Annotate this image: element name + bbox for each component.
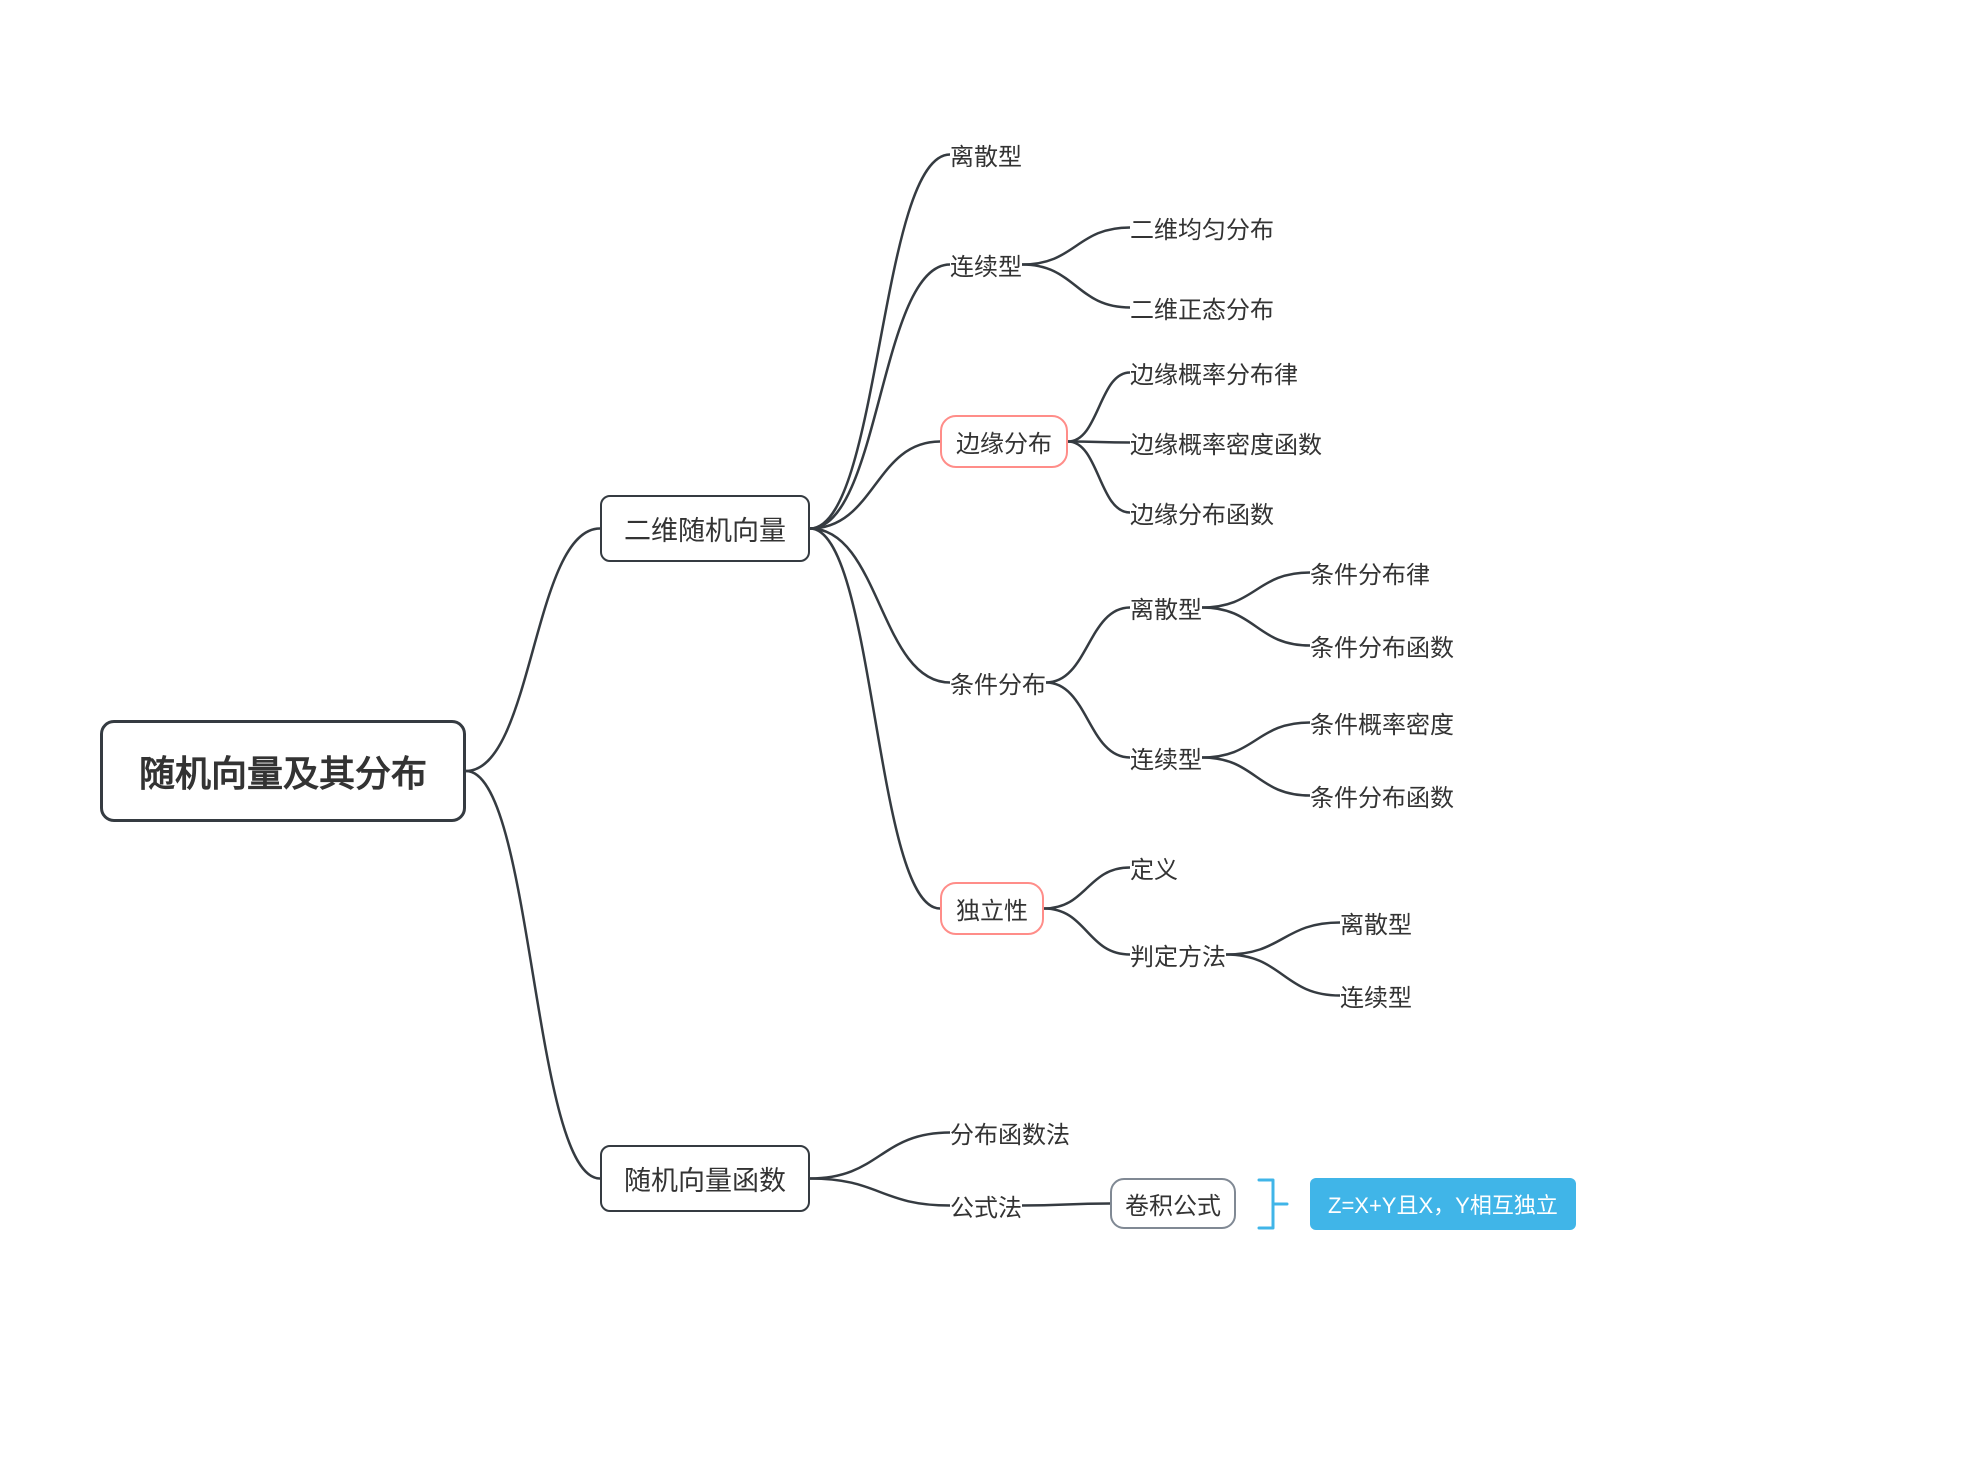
- node-n2: 随机向量函数: [600, 1145, 810, 1212]
- node-n1b: 连续型: [950, 247, 1022, 282]
- node-n1c3: 边缘分布函数: [1130, 495, 1274, 530]
- node-n1: 二维随机向量: [600, 495, 810, 562]
- node-n1e: 独立性: [940, 882, 1044, 935]
- node-n1d2b: 条件分布函数: [1310, 778, 1454, 813]
- node-n1d: 条件分布: [950, 665, 1046, 700]
- node-n2b: 公式法: [950, 1188, 1022, 1223]
- node-n1d1: 离散型: [1130, 590, 1202, 625]
- node-n1d1a: 条件分布律: [1310, 555, 1430, 590]
- node-n1e2a: 离散型: [1340, 905, 1412, 940]
- node-note1: Z=X+Y且X，Y相互独立: [1310, 1178, 1576, 1230]
- node-n1b1: 二维均匀分布: [1130, 210, 1274, 245]
- node-n2b1: 卷积公式: [1110, 1178, 1236, 1229]
- node-n1c: 边缘分布: [940, 415, 1068, 468]
- node-n1e1: 定义: [1130, 850, 1178, 885]
- node-n1c1: 边缘概率分布律: [1130, 355, 1298, 390]
- node-n1e2b: 连续型: [1340, 978, 1412, 1013]
- node-n1a: 离散型: [950, 137, 1022, 172]
- node-n1d2a: 条件概率密度: [1310, 705, 1454, 740]
- node-n1e2: 判定方法: [1130, 937, 1226, 972]
- node-n1b2: 二维正态分布: [1130, 290, 1274, 325]
- node-n1c2: 边缘概率密度函数: [1130, 425, 1322, 460]
- node-root: 随机向量及其分布: [100, 720, 466, 822]
- node-n1d1b: 条件分布函数: [1310, 628, 1454, 663]
- node-n2a: 分布函数法: [950, 1115, 1070, 1150]
- node-n1d2: 连续型: [1130, 740, 1202, 775]
